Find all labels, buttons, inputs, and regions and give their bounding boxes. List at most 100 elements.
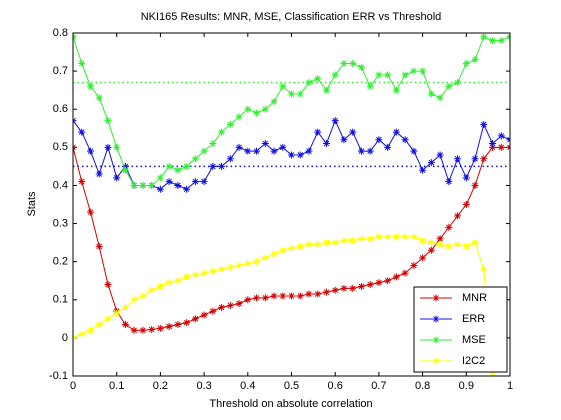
marker [410,261,418,269]
marker [445,82,453,90]
marker [349,128,357,136]
marker [226,263,234,271]
y-tick-label: 0.2 [53,256,68,268]
y-axis-label: Stats [26,191,38,217]
legend-label: ERR [462,313,485,325]
x-tick-label: 0.9 [459,380,474,392]
marker [121,162,129,170]
marker [121,303,129,311]
marker [419,67,427,75]
marker [357,147,365,155]
x-tick-label: 0.3 [196,380,211,392]
marker [366,82,374,90]
marker [209,140,217,148]
marker [497,143,505,151]
marker [322,288,330,296]
marker [340,59,348,67]
marker [78,330,86,338]
marker [305,79,313,87]
marker [261,254,269,262]
marker [480,120,488,128]
marker [235,261,243,269]
marker [427,239,435,247]
marker [174,321,182,329]
marker [165,178,173,186]
marker [427,159,435,167]
x-tick-label: 0.4 [240,380,255,392]
marker [427,246,435,254]
marker [462,174,470,182]
marker [209,307,217,315]
marker [288,244,295,252]
y-tick-label: 0.5 [53,141,68,153]
marker [471,181,479,189]
marker [279,292,287,300]
marker [218,265,226,273]
marker [401,71,409,79]
marker [104,117,112,125]
marker [209,267,217,275]
marker [384,71,392,79]
legend-marker [432,336,440,344]
marker [288,151,295,159]
marker [95,321,103,329]
marker [497,37,505,45]
marker [305,147,313,155]
marker [270,147,278,155]
marker [296,151,304,159]
marker [427,90,435,98]
marker [253,109,261,117]
marker [314,75,322,83]
marker [78,178,86,186]
y-tick-label: 0 [62,332,68,344]
marker [191,271,199,279]
x-tick-label: 0.7 [371,380,386,392]
marker [156,282,164,290]
marker [331,239,339,247]
marker [148,181,156,189]
marker [384,233,392,241]
marker [113,143,121,151]
x-tick-label: 0.6 [328,380,343,392]
x-tick-label: 1 [507,380,513,392]
marker [218,303,226,311]
marker [165,322,173,330]
marker [139,292,147,300]
marker [296,90,304,98]
marker [401,269,409,277]
marker [296,242,304,250]
marker [121,321,129,329]
marker [244,260,252,268]
marker [279,143,287,151]
marker [480,155,488,163]
marker [235,113,243,121]
marker [200,269,208,277]
marker [288,292,295,300]
marker [436,94,444,102]
marker [419,237,427,245]
marker [471,155,479,163]
marker [218,128,226,136]
marker [314,241,322,249]
axes-box [72,32,511,377]
marker [200,147,208,155]
marker [244,105,252,113]
marker [410,147,418,155]
y-tick-label: 0.7 [53,65,68,77]
marker [454,155,462,163]
marker [489,143,497,151]
marker [357,282,365,290]
marker [419,254,427,262]
marker [104,143,112,151]
chart-title: NKI165 Results: MNR, MSE, Classification… [141,11,442,23]
marker [366,147,374,155]
marker [86,147,94,155]
marker [340,237,348,245]
marker [156,185,164,193]
y-tick-label: 0.6 [53,103,68,115]
marker [261,140,269,148]
marker [253,258,261,266]
legend-box [413,286,508,373]
marker [349,237,357,245]
marker [480,33,488,41]
